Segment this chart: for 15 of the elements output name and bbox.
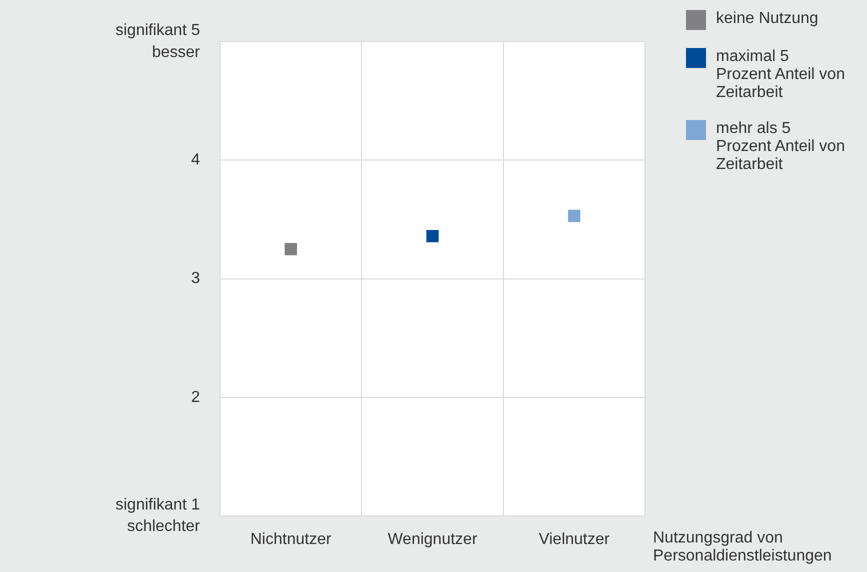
- legend-label: maximal 5 Prozent Anteil von Zeitarbeit: [716, 48, 846, 102]
- x-axis-title: Nutzungsgrad von Personaldienstleistungen: [653, 529, 832, 564]
- y-tick-label: signifikant 1 schlechter: [116, 496, 201, 536]
- y-tick-label: 3: [191, 270, 200, 288]
- y-tick-label: 2: [191, 388, 200, 406]
- x-tick-label: Nichtnutzer: [250, 531, 332, 548]
- point: [568, 210, 580, 222]
- point: [426, 230, 439, 242]
- y-tick-label: 4: [191, 152, 200, 169]
- point: [284, 242, 297, 256]
- x-tick-label: Wenignutzer: [388, 531, 478, 548]
- legend-label: keine Nutzung: [716, 10, 818, 28]
- x-tick-label: Vielnutzer: [538, 531, 610, 548]
- legend-label: mehr als 5 Prozent Anteil von Zeitarbeit: [716, 120, 846, 174]
- y-tick-label: signifikant 5 besser: [116, 22, 201, 61]
